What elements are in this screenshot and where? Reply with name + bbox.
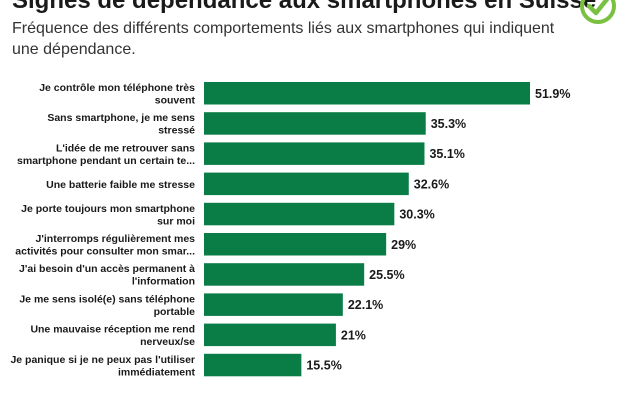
category-label-6: J'ai besoin d'un accès permanent à l'info… (19, 263, 195, 288)
category-label-5: J'interromps régulièrement mes activités … (15, 233, 195, 258)
value-label-3: 32.6% (414, 177, 449, 191)
value-label-1: 35.3% (431, 117, 466, 131)
category-label-8: Une mauvaise réception me rend nerveux/se (30, 324, 195, 349)
value-label-8: 21% (341, 328, 366, 342)
category-label-7: Je me sens isolé(e) sans téléphone portab… (19, 293, 195, 318)
bar-7 (204, 293, 343, 316)
value-label-0: 51.9% (535, 87, 570, 101)
bar-8 (204, 323, 336, 347)
bar-1 (204, 112, 426, 135)
bar-6 (204, 263, 365, 286)
category-label-2: L'idée de me retrouver sans smartphone pe… (17, 142, 195, 167)
chart-title: Signes de dépendance aux smartphones en … (12, 0, 597, 14)
value-label-2: 35.1% (429, 147, 464, 161)
value-label-9: 15.5% (306, 359, 341, 373)
category-label-3: Une batterie faible me stresse (46, 179, 195, 191)
footer-source (12, 407, 552, 419)
value-label-7: 22.1% (348, 298, 383, 312)
bar-2 (204, 142, 425, 165)
value-label-4: 30.3% (399, 208, 434, 222)
bar-4 (204, 202, 395, 226)
category-label-9: Je panique si je ne peux pas l'utiliser i… (10, 354, 195, 379)
category-label-0: Je contrôle mon téléphone très souvent (39, 82, 195, 107)
bar-3 (204, 172, 409, 196)
bar-5 (204, 233, 387, 256)
checkmark-circle-icon (580, 0, 616, 24)
category-label-1: Sans smartphone, je me sens stressé (47, 112, 195, 137)
value-label-5: 29% (391, 238, 416, 252)
chart-subtitle: Fréquence des différents comportements l… (12, 20, 555, 58)
bar-0 (204, 82, 530, 105)
category-label-4: Je porte toujours mon smartphone sur moi (21, 203, 195, 228)
bar-9 (204, 353, 302, 377)
value-label-6: 25.5% (369, 268, 404, 282)
